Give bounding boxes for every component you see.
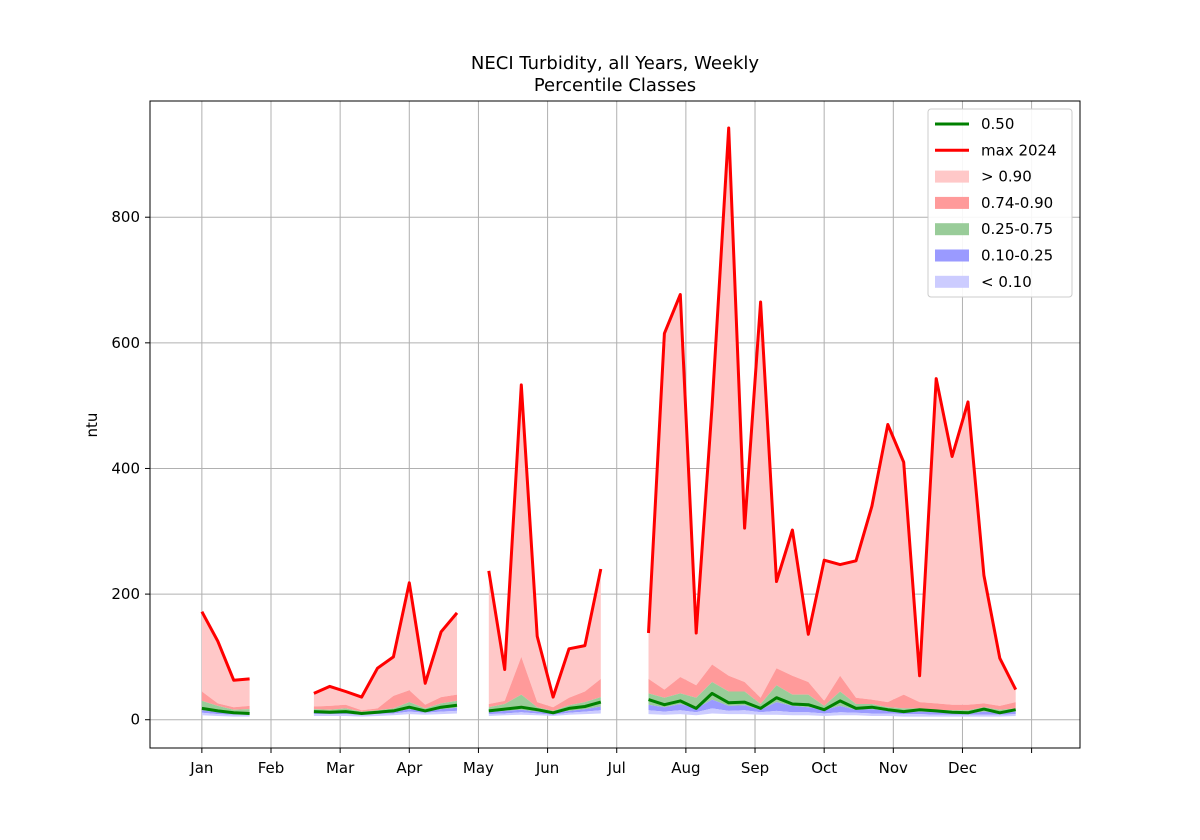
legend-label: 0.50 (981, 115, 1014, 133)
x-tick-label: Jun (535, 759, 559, 777)
series-lines (200, 126, 1018, 715)
x-tick-label: Jul (607, 759, 626, 777)
y-axis-ticks: 0 200 400 600 800 (111, 208, 150, 729)
band-0-74-0-90-seg-1 (313, 690, 457, 712)
x-tick-label: Feb (258, 759, 285, 777)
x-tick-label: Oct (811, 759, 837, 777)
line-max2024-seg-0 (200, 610, 250, 682)
band--0-10-seg-2 (488, 710, 601, 716)
legend-label: 0.74-0.90 (981, 194, 1053, 212)
y-tick-label: 400 (111, 459, 140, 477)
x-tick-label: Aug (671, 759, 700, 777)
legend-swatch (935, 275, 969, 288)
band--0-10-seg-3 (648, 708, 1016, 717)
band--0-10-seg-0 (201, 712, 250, 717)
legend-label: < 0.10 (981, 273, 1032, 291)
x-tick-label: May (463, 759, 494, 777)
legend-label: 0.25-0.75 (981, 220, 1053, 238)
band-0-74-0-90-seg-0 (201, 691, 250, 710)
legend-swatch (935, 223, 969, 236)
x-tick-label: Jan (189, 759, 213, 777)
legend-label: 0.10-0.25 (981, 247, 1053, 265)
legend: 0.50 max 2024 > 0.90 0.74-0.90 0.25-0.75 0.10… (927, 108, 1073, 298)
line-p50-seg-1 (313, 703, 458, 715)
line-p50-seg-0 (201, 706, 250, 715)
x-tick-label: Mar (326, 759, 355, 777)
plot-frame (149, 100, 1081, 749)
band--0-10-seg-1 (313, 710, 457, 717)
legend-swatch (935, 249, 969, 262)
x-axis-ticks: Jan Feb Mar Apr May Jun Jul Aug Sep Oct Nov Dec (189, 748, 1033, 777)
band-0-10-0-25-seg-3 (648, 699, 1016, 715)
y-tick-label: 800 (111, 208, 140, 226)
chart-title: NECI Turbidity, all Years, Weekly (471, 53, 760, 74)
percentile-bands (201, 128, 1016, 717)
x-tick-label: Nov (879, 759, 908, 777)
band-0-10-0-25-seg-2 (488, 706, 601, 715)
band--0-90-seg-3 (648, 128, 1016, 706)
y-axis-label: ntu (83, 413, 101, 438)
line-max2024-seg-3 (647, 126, 1018, 691)
legend-label: max 2024 (981, 141, 1057, 159)
line-max2024-seg-1 (313, 581, 459, 699)
band--0-90-seg-1 (313, 582, 457, 711)
line-p50-seg-2 (488, 700, 602, 715)
band-0-74-0-90-seg-3 (648, 664, 1016, 711)
band-0-74-0-90-seg-2 (488, 656, 601, 711)
x-tick-label: Sep (741, 759, 769, 777)
chart-subtitle: Percentile Classes (534, 75, 696, 96)
legend-label: > 0.90 (981, 168, 1032, 186)
x-tick-label: Dec (948, 759, 977, 777)
line-max2024-seg-2 (487, 383, 603, 699)
legend-swatch (935, 170, 969, 183)
x-tick-label: Apr (396, 759, 423, 777)
y-tick-label: 0 (130, 711, 140, 729)
y-tick-label: 200 (111, 585, 140, 603)
y-tick-label: 600 (111, 334, 140, 352)
line-p50-seg-3 (648, 691, 1016, 715)
legend-swatch (935, 196, 969, 209)
